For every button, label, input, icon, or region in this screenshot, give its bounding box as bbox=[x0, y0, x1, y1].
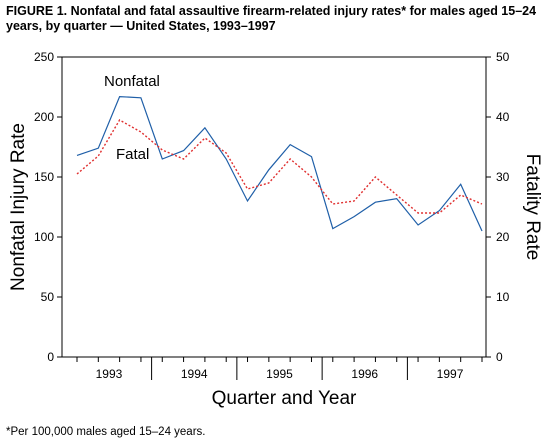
left-tick-label: 0 bbox=[47, 350, 54, 364]
left-tick-label: 150 bbox=[34, 170, 54, 184]
series-layer bbox=[76, 95, 483, 232]
y-axis-left-title: Nonfatal Injury Rate bbox=[8, 123, 29, 291]
year-label: 1996 bbox=[351, 367, 378, 381]
year-label: 1997 bbox=[437, 367, 464, 381]
y-axis-right-title: Fatality Rate bbox=[522, 154, 543, 261]
chart-title: FIGURE 1. Nonfatal and fatal assaultive … bbox=[6, 4, 537, 33]
footnote: *Per 100,000 males aged 15–24 years. bbox=[6, 426, 206, 438]
year-label: 1995 bbox=[266, 367, 293, 381]
series-label-fatal: Fatal bbox=[116, 146, 149, 163]
left-tick-label: 200 bbox=[34, 110, 54, 124]
right-axis: 0 10 20 30 40 50 bbox=[486, 50, 510, 364]
left-axis: 0 50 100 150 200 250 bbox=[34, 50, 62, 364]
series-line-nonfatal bbox=[76, 95, 483, 232]
series-line-fatal bbox=[76, 119, 483, 214]
plot-frame bbox=[61, 56, 487, 358]
year-label: 1993 bbox=[96, 367, 123, 381]
x-axis-title: Quarter and Year bbox=[212, 388, 357, 409]
right-tick-label: 30 bbox=[496, 170, 510, 184]
right-tick-label: 50 bbox=[496, 50, 510, 64]
left-tick-label: 50 bbox=[41, 290, 55, 304]
left-tick-label: 100 bbox=[34, 230, 54, 244]
year-label: 1994 bbox=[181, 367, 208, 381]
right-tick-label: 10 bbox=[496, 290, 510, 304]
series-label-nonfatal: Nonfatal bbox=[104, 73, 160, 90]
right-tick-label: 20 bbox=[496, 230, 510, 244]
x-axis: 1993 1994 1995 1996 1997 bbox=[76, 357, 483, 381]
right-tick-label: 40 bbox=[496, 110, 510, 124]
left-tick-label: 250 bbox=[34, 50, 54, 64]
right-tick-label: 0 bbox=[496, 350, 503, 364]
